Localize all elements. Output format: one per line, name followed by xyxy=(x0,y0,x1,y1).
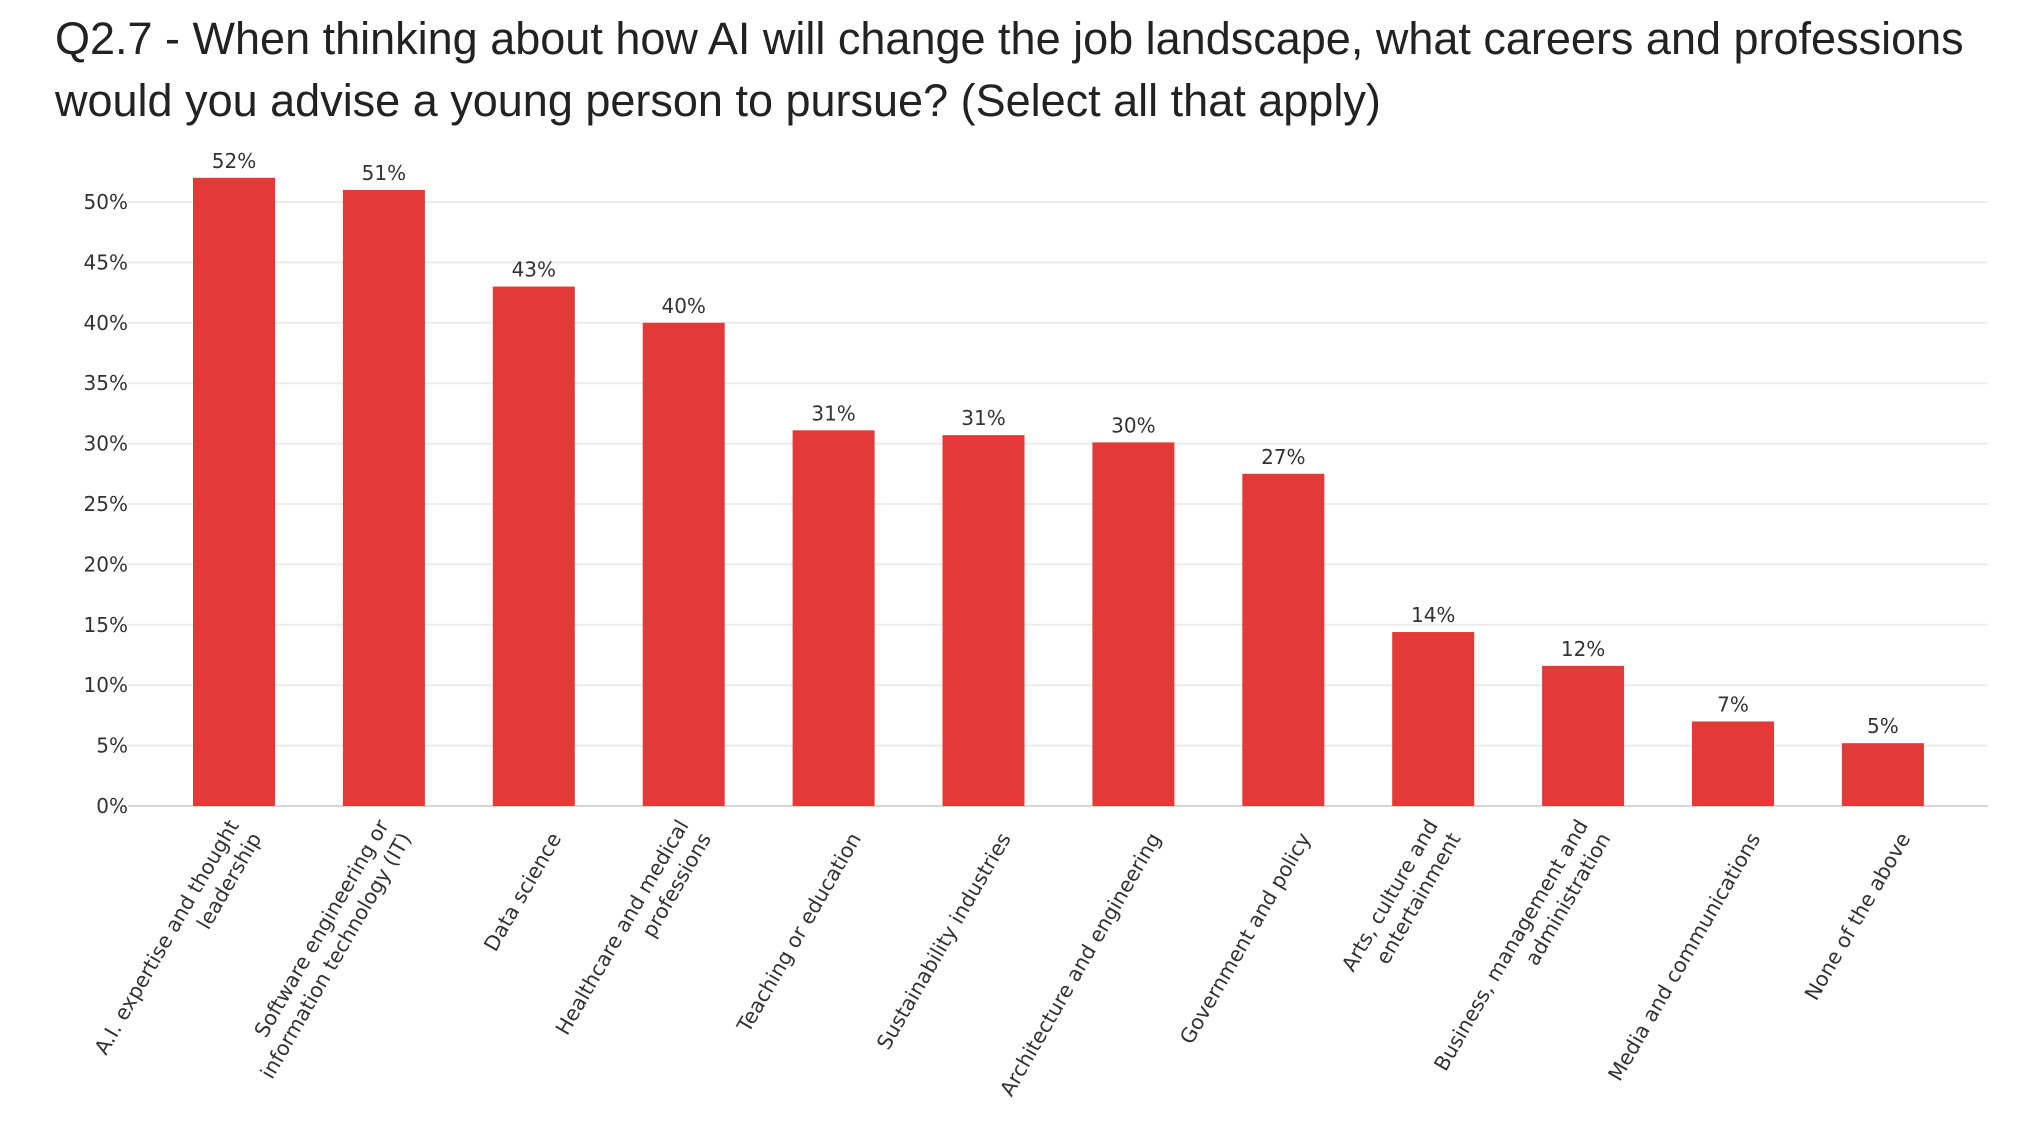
bar xyxy=(642,322,725,806)
data-label: 12% xyxy=(1561,637,1605,661)
category-label: Data science xyxy=(479,829,566,956)
chart-title: Q2.7 - When thinking about how AI will c… xyxy=(55,13,1964,126)
bar xyxy=(1692,721,1774,806)
category-label: Government and policy xyxy=(1175,829,1316,1049)
y-tick-label: 0% xyxy=(96,794,128,818)
y-tick-label: 10% xyxy=(84,673,128,697)
y-tick-label: 35% xyxy=(84,371,128,395)
category-label-line: Sustainability industries xyxy=(872,829,1016,1054)
category-label: Media and communications xyxy=(1603,829,1765,1086)
category-label: Architecture and engineering xyxy=(995,829,1166,1101)
data-labels: 52% 51% 43% 40% 31% 31% 30% 27% 14% 12% 7% 5% xyxy=(212,149,1899,738)
data-label: 51% xyxy=(362,161,406,185)
y-tick-label: 50% xyxy=(84,190,128,214)
category-label-line: None of the above xyxy=(1800,829,1915,1005)
category-label-line: information technology (IT) xyxy=(256,829,417,1083)
y-tick-label: 20% xyxy=(84,552,128,576)
category-label-line: Teaching or education xyxy=(732,829,866,1038)
data-label: 31% xyxy=(811,401,855,425)
bars xyxy=(193,177,1924,807)
data-label: 43% xyxy=(512,258,556,282)
data-label: 40% xyxy=(661,294,705,318)
category-label-line: Software engineering or xyxy=(249,815,394,1041)
category-label: Teaching or education xyxy=(732,829,866,1038)
data-label: 52% xyxy=(212,149,256,173)
data-label: 30% xyxy=(1111,413,1155,437)
category-label: None of the above xyxy=(1800,829,1915,1005)
y-tick-label: 40% xyxy=(84,311,128,335)
y-tick-label: 30% xyxy=(84,432,128,456)
category-label-line: Data science xyxy=(479,829,566,956)
category-label-line: Government and policy xyxy=(1175,829,1316,1049)
bar xyxy=(1841,743,1924,806)
y-axis-ticks: 0% 5% 10% 15% 20% 25% 30% 35% 40% 45% 50% xyxy=(84,190,128,818)
bar xyxy=(1242,473,1325,806)
y-tick-label: 5% xyxy=(96,734,128,758)
y-tick-label: 45% xyxy=(84,250,128,274)
gridlines xyxy=(128,201,1988,807)
data-label: 14% xyxy=(1411,603,1455,627)
bar xyxy=(942,435,1025,806)
category-label: Sustainability industries xyxy=(872,829,1016,1054)
data-label: 7% xyxy=(1717,692,1749,716)
bar xyxy=(1542,665,1625,806)
bar xyxy=(342,189,425,807)
bar xyxy=(193,177,275,807)
category-label-line: Architecture and engineering xyxy=(995,829,1166,1101)
data-label: 31% xyxy=(961,406,1005,430)
data-label: 5% xyxy=(1867,714,1899,738)
x-axis-labels: A.I. expertise and thoughtleadershipSoft… xyxy=(90,815,1916,1100)
bar xyxy=(1092,442,1175,806)
category-label-line: Media and communications xyxy=(1603,829,1765,1086)
category-label-line: A.I. expertise and thought xyxy=(90,816,244,1059)
y-tick-label: 25% xyxy=(84,492,128,516)
data-label: 27% xyxy=(1261,445,1305,469)
bar xyxy=(492,286,575,806)
category-label-line: Healthcare and medical xyxy=(551,816,694,1039)
y-tick-label: 15% xyxy=(84,613,128,637)
bar xyxy=(792,430,875,806)
bar xyxy=(1392,632,1475,806)
